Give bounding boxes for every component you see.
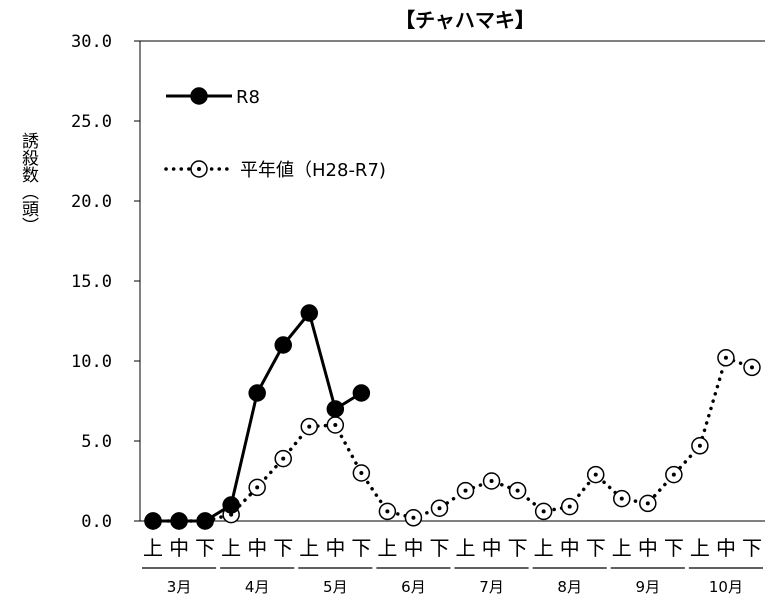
x-tick-label: 上 [690, 536, 710, 560]
x-tick-label: 下 [508, 536, 528, 560]
x-tick-label: 中 [560, 536, 580, 560]
legend-avg-marker-dot [197, 167, 201, 171]
series-1-point-dot [359, 471, 364, 475]
x-tick-label: 上 [456, 536, 476, 560]
y-tick-label: 10.0 [71, 352, 112, 372]
month-label: 4月 [245, 578, 270, 596]
x-tick-label: 上 [534, 536, 554, 560]
x-tick-label: 中 [169, 536, 189, 560]
x-tick-label: 中 [638, 536, 658, 560]
x-tick-label: 下 [664, 536, 684, 560]
series-1-point-dot [723, 355, 728, 360]
series-1-point-dot [281, 456, 286, 461]
series-1-point-dot [411, 515, 416, 520]
x-tick-label: 下 [351, 536, 371, 560]
series-1-point-dot [463, 488, 468, 493]
axes-layer: 0.05.010.015.020.025.030.0誘殺数（頭）上中下上中下上中… [18, 32, 765, 596]
legend-r8-marker [190, 87, 208, 105]
series-1-point-dot [333, 423, 338, 427]
month-label: 9月 [636, 578, 661, 596]
x-tick-label: 中 [403, 536, 423, 560]
series-1-point-dot [749, 365, 754, 370]
x-tick-label: 上 [221, 536, 241, 560]
series-1-point-dot [645, 501, 650, 506]
series-1-point-dot [255, 485, 260, 490]
y-axis-label: 誘殺数（頭） [18, 132, 39, 234]
series-1-point-dot [515, 488, 520, 493]
chart-title: 【チャハマキ】 [395, 8, 535, 32]
x-tick-label: 中 [247, 536, 267, 560]
x-tick-label: 上 [612, 536, 632, 560]
month-label: 5月 [323, 578, 348, 596]
series-0-point [144, 512, 162, 530]
series-1-point-dot [567, 504, 572, 509]
x-tick-label: 下 [742, 536, 762, 560]
series-0-point [170, 512, 188, 530]
month-label: 10月 [709, 578, 743, 596]
x-tick-label: 下 [273, 536, 293, 560]
x-tick-label: 中 [716, 536, 736, 560]
series-1-point-dot [593, 472, 598, 477]
series-0-point [222, 496, 240, 514]
series-1-point-dot [671, 472, 676, 477]
legend-r8-label: R8 [236, 87, 260, 108]
y-tick-label: 5.0 [81, 432, 112, 452]
series-1-point-dot [307, 424, 312, 429]
series-1-point-dot [697, 443, 702, 448]
x-tick-label: 上 [299, 536, 319, 560]
series-1-point-dot [489, 479, 494, 483]
series-layer [144, 304, 761, 530]
series-0-point [248, 384, 266, 402]
legend-avg-label: 平年値（H28-R7) [240, 160, 386, 181]
y-tick-label: 30.0 [71, 32, 112, 52]
series-1-point-dot [385, 509, 390, 514]
y-tick-label: 20.0 [71, 192, 112, 212]
series-0-point [352, 384, 371, 402]
series-0-point [274, 336, 292, 354]
x-tick-label: 上 [143, 536, 163, 560]
x-tick-label: 下 [429, 536, 449, 560]
y-tick-label: 25.0 [71, 112, 112, 132]
x-tick-label: 中 [482, 536, 502, 560]
legend: R8 平年値（H28-R7) [164, 87, 386, 181]
series-line-1 [151, 355, 754, 523]
series-0-point [300, 304, 319, 322]
month-label: 6月 [401, 578, 426, 596]
month-label: 8月 [557, 578, 582, 596]
month-label: 3月 [167, 578, 192, 596]
x-tick-label: 中 [325, 536, 345, 560]
series-1-point-dot [619, 496, 624, 501]
series-0-point [196, 512, 214, 530]
month-label: 7月 [479, 578, 504, 596]
series-1-point-dot [541, 509, 546, 514]
y-tick-label: 15.0 [71, 272, 112, 292]
series-1-point-dot [437, 506, 442, 511]
y-tick-label: 0.0 [81, 512, 112, 532]
series-0-point [326, 400, 345, 418]
x-tick-label: 下 [195, 536, 215, 560]
x-tick-label: 下 [586, 536, 606, 560]
x-tick-label: 上 [377, 536, 397, 560]
